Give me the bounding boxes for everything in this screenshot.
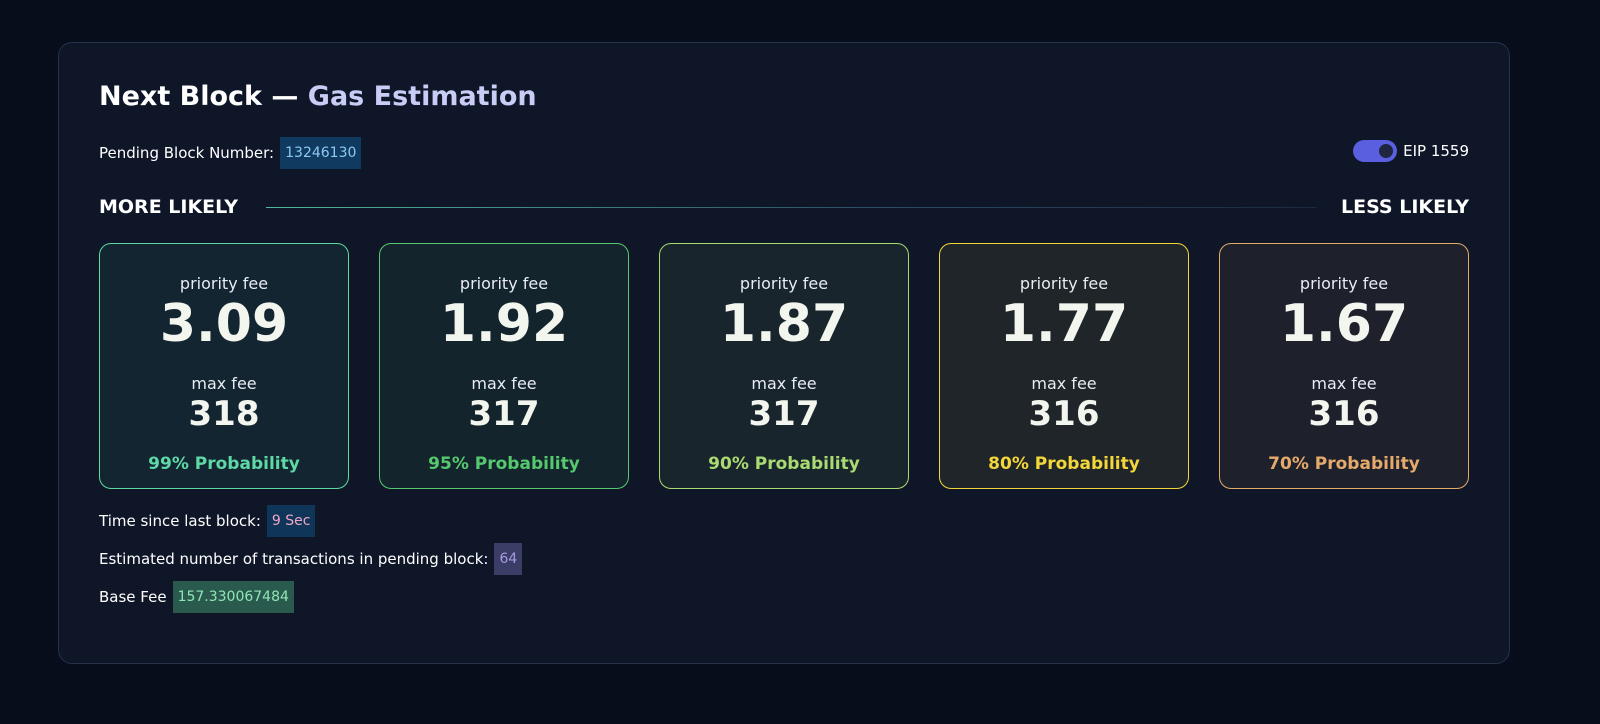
scale-left: MORE LIKELY — [99, 196, 239, 218]
fee-card: priority fee 1.67 max fee 316 70% Probabilit… — [1219, 243, 1469, 489]
probability: 70% Probability — [1268, 454, 1420, 474]
priority-label: priority fee — [459, 274, 549, 293]
max-label: max fee — [1311, 374, 1377, 393]
toggle-knob — [1379, 144, 1394, 158]
priority-value: 1.87 — [719, 294, 849, 354]
info-label: Estimated number of transactions in pend… — [99, 550, 489, 568]
info-row: Time since last block: 9 Sec — [99, 505, 316, 537]
max-value: 316 — [1028, 394, 1100, 434]
priority-value: 1.92 — [439, 294, 569, 354]
pending-row: Pending Block Number: 13246130 — [99, 137, 362, 169]
title-accent: Gas Estimation — [307, 81, 537, 112]
probability: 95% Probability — [428, 454, 580, 474]
priority-value: 3.09 — [159, 294, 289, 354]
pending-label: Pending Block Number: — [99, 144, 275, 162]
scale-right: LESS LIKELY — [1341, 196, 1469, 218]
max-label: max fee — [751, 374, 817, 393]
max-label: max fee — [1031, 374, 1097, 393]
max-value: 316 — [1308, 394, 1380, 434]
max-value: 317 — [468, 394, 540, 434]
priority-label: priority fee — [179, 274, 269, 293]
panel: Next Block — Gas Estimation Pending Bloc… — [58, 42, 1510, 664]
info-value: 157.330067484 — [172, 581, 294, 613]
info-label: Time since last block: — [99, 512, 261, 530]
priority-value: 1.67 — [1279, 294, 1409, 354]
priority-label: priority fee — [739, 274, 829, 293]
toggle-row: EIP 1559 — [1353, 140, 1469, 162]
scale-line — [266, 207, 1316, 208]
fee-card: priority fee 1.77 max fee 316 80% Probabilit… — [939, 243, 1189, 489]
max-label: max fee — [471, 374, 537, 393]
title: Next Block — Gas Estimation — [99, 81, 537, 112]
title-main: Next Block — — [99, 81, 299, 112]
pending-value: 13246130 — [280, 137, 362, 169]
probability: 99% Probability — [148, 454, 300, 474]
probability: 80% Probability — [988, 454, 1140, 474]
toggle-label: EIP 1559 — [1403, 142, 1469, 160]
info-value: 9 Sec — [266, 505, 316, 537]
max-value: 317 — [748, 394, 820, 434]
info-row: Estimated number of transactions in pend… — [99, 543, 523, 575]
max-value: 318 — [188, 394, 260, 434]
info-value: 64 — [494, 543, 523, 575]
priority-label: priority fee — [1299, 274, 1389, 293]
info-row: Base Fee 157.330067484 — [99, 581, 294, 613]
max-label: max fee — [191, 374, 257, 393]
probability: 90% Probability — [708, 454, 860, 474]
priority-value: 1.77 — [999, 294, 1129, 354]
eip-toggle[interactable] — [1353, 140, 1398, 162]
priority-label: priority fee — [1019, 274, 1109, 293]
info-label: Base Fee — [99, 588, 167, 606]
fee-card: priority fee 1.92 max fee 317 95% Probabilit… — [379, 243, 629, 489]
fee-card: priority fee 3.09 max fee 318 99% Probabilit… — [99, 243, 349, 489]
fee-card: priority fee 1.87 max fee 317 90% Probabilit… — [659, 243, 909, 489]
